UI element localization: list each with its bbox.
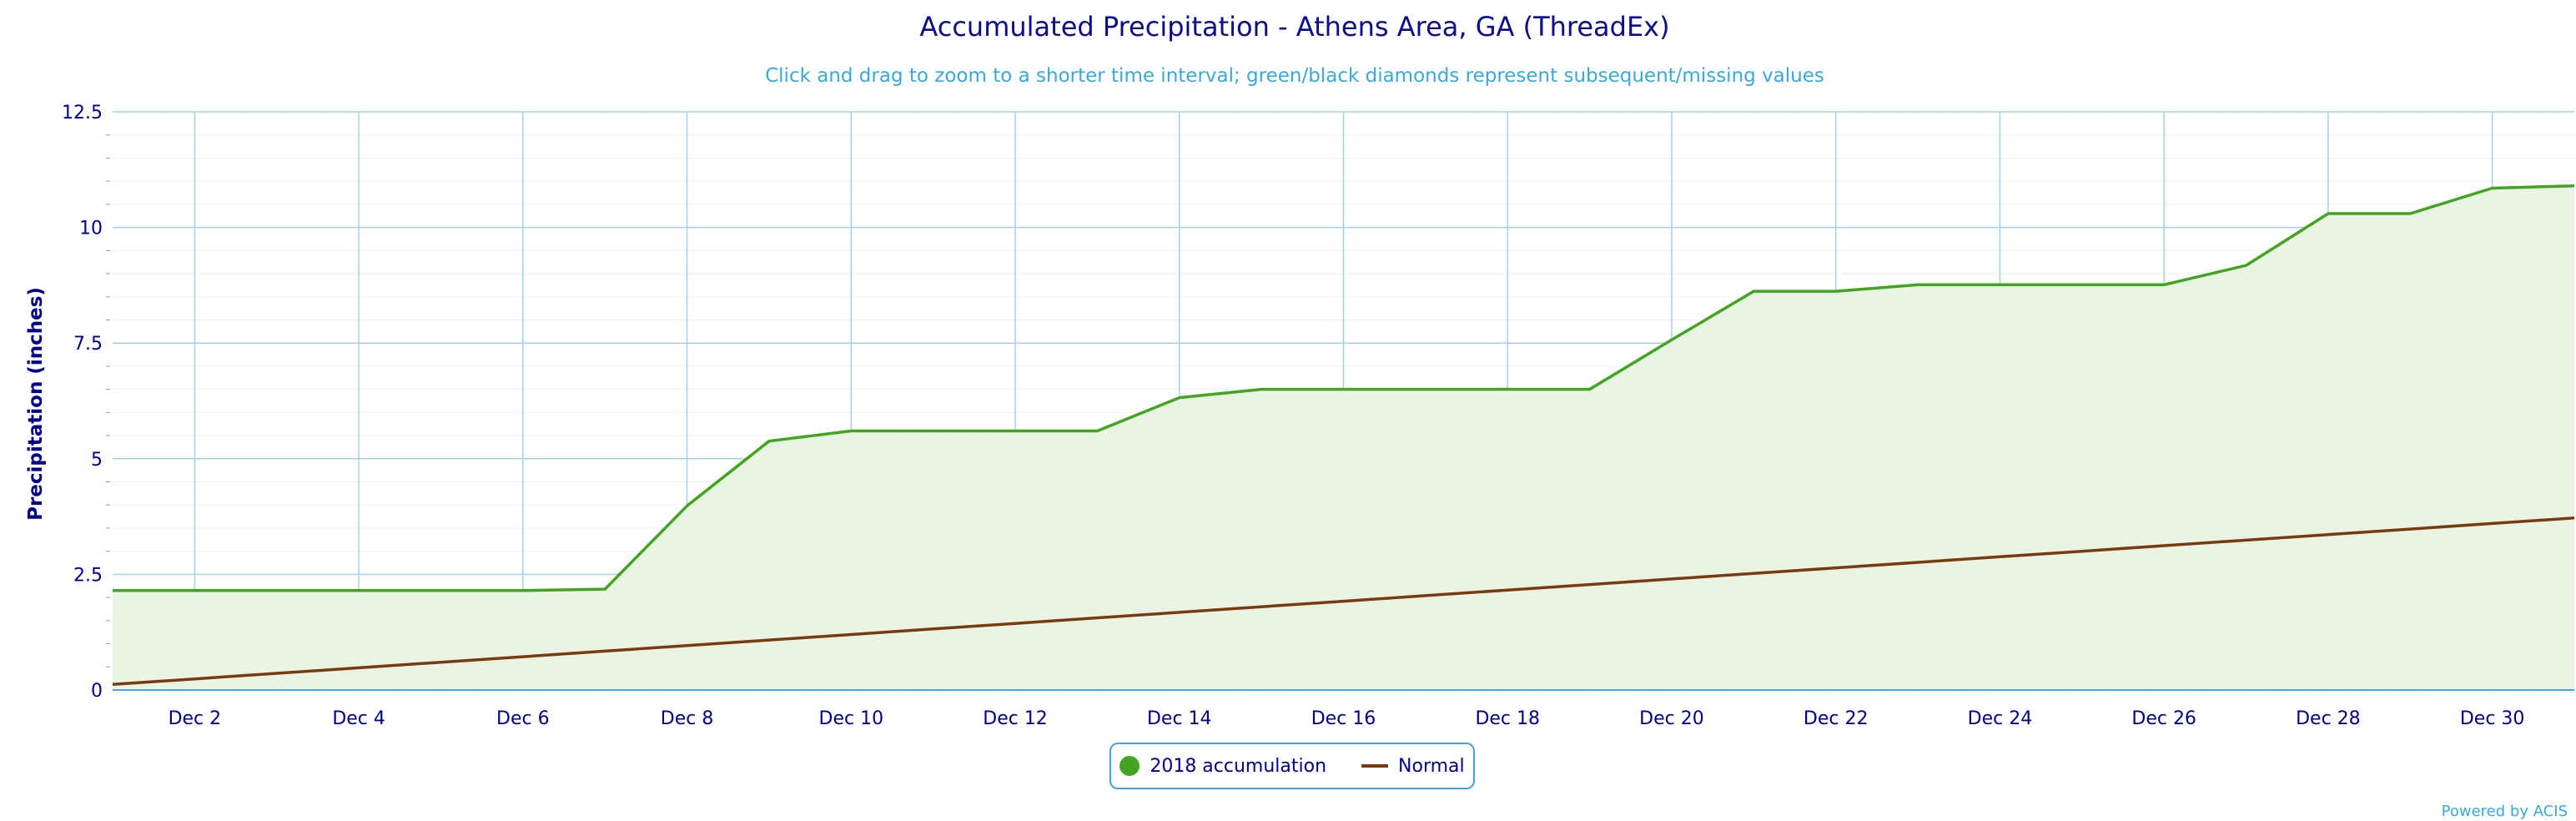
x-tick-label: Dec 6	[496, 708, 550, 729]
normal-point	[848, 631, 854, 637]
accumulation-point	[930, 428, 937, 435]
normal-point	[437, 659, 444, 666]
legend-label-normal: Normal	[1398, 755, 1465, 777]
accumulation-point	[1996, 281, 2003, 288]
x-tick-label: Dec 18	[1475, 708, 1540, 729]
x-tick-label: Dec 28	[2296, 708, 2361, 729]
normal-series-line	[112, 516, 2575, 687]
normal-point	[1914, 559, 1921, 566]
x-tick-label: Dec 14	[1147, 708, 1212, 729]
normal-point	[1012, 620, 1019, 627]
accumulation-point	[848, 428, 854, 435]
accumulation-point	[1750, 288, 1757, 295]
normal-point	[1833, 565, 1839, 572]
x-tick-label: Dec 26	[2131, 708, 2196, 729]
normal-point	[1587, 582, 1593, 588]
x-tick-label: Dec 30	[2460, 708, 2525, 729]
axes: 0 2.5 5 7.5 10 12.5 Dec 2 Dec 4 Dec 6 Dec 8 Dec 10…	[62, 103, 2574, 729]
accumulation-point	[355, 587, 362, 594]
normal-point	[1094, 615, 1100, 622]
x-tick-label: Dec 24	[1968, 708, 2033, 729]
accumulation-point	[520, 587, 526, 594]
accumulation-point	[1012, 428, 1019, 435]
legend-marker-accumulation	[1119, 756, 1140, 776]
accumulation-point	[2325, 210, 2332, 217]
normal-point	[1996, 553, 2003, 560]
y-tick-label: 10	[79, 219, 103, 239]
y-tick-label: 12.5	[62, 103, 103, 123]
accumulation-point	[1668, 336, 1675, 343]
y-tick-label: 5	[91, 450, 103, 471]
accumulation-point	[2161, 281, 2167, 288]
chart-title: Accumulated Precipitation - Athens Area,…	[919, 11, 1669, 43]
normal-point	[601, 647, 608, 654]
x-tick-label: Dec 4	[332, 708, 385, 729]
accumulation-point	[1587, 386, 1593, 393]
y-axis-label: Precipitation (inches)	[25, 287, 47, 521]
normal-point	[766, 637, 772, 643]
normal-point	[2407, 526, 2413, 532]
accumulation-point	[2407, 210, 2413, 217]
legend-item-accumulation[interactable]: 2018 accumulation	[1119, 756, 1326, 777]
accumulation-point	[2079, 281, 2085, 288]
plot-area	[109, 184, 2575, 690]
normal-point	[520, 653, 526, 660]
accumulation-point	[1094, 428, 1100, 435]
normal-point	[2325, 531, 2332, 538]
normal-point	[2243, 536, 2250, 543]
normal-point	[2161, 542, 2167, 549]
x-tick-label: Dec 16	[1311, 708, 1376, 729]
accumulation-point	[1504, 386, 1511, 393]
accumulation-point	[1422, 386, 1429, 393]
credit-link[interactable]: Powered by ACIS	[2442, 803, 2568, 820]
legend: 2018 accumulation Normal	[1109, 743, 1475, 789]
normal-point	[191, 676, 198, 682]
normal-point	[355, 664, 362, 671]
legend-label-accumulation: 2018 accumulation	[1150, 755, 1327, 777]
normal-point	[930, 626, 937, 632]
x-tick-label: Dec 20	[1639, 708, 1704, 729]
accumulation-series-line	[113, 184, 2575, 592]
normal-point	[1422, 592, 1429, 599]
x-tick-label: Dec 8	[661, 708, 714, 729]
normal-point	[109, 681, 116, 688]
normal-point	[1176, 609, 1183, 616]
x-tick-label: Dec 12	[983, 708, 1048, 729]
normal-point	[684, 642, 691, 649]
normal-point	[274, 670, 280, 677]
normal-point	[1668, 576, 1675, 582]
accumulation-point	[437, 587, 444, 594]
x-tick-label: Dec 2	[169, 708, 222, 729]
accumulation-point	[2489, 184, 2496, 191]
normal-point	[1258, 603, 1265, 610]
y-tick-label: 0	[91, 681, 103, 702]
accumulation-point	[2243, 262, 2250, 269]
y-tick-label: 2.5	[73, 565, 103, 586]
accumulation-point	[1258, 386, 1265, 393]
x-tick-label: Dec 22	[1804, 708, 1869, 729]
accumulation-point	[1176, 395, 1183, 401]
normal-point	[2079, 548, 2085, 555]
accumulation-point	[1914, 281, 1921, 288]
y-tick-label: 7.5	[73, 334, 103, 355]
accumulation-point	[1341, 386, 1347, 393]
accumulation-point	[766, 438, 772, 445]
normal-point	[1341, 598, 1347, 605]
legend-item-normal[interactable]: Normal	[1361, 756, 1465, 777]
accumulation-point	[274, 587, 280, 594]
chart-subtitle: Click and drag to zoom to a shorter time…	[765, 65, 1824, 87]
normal-point	[1750, 570, 1757, 577]
accumulation-point	[601, 586, 608, 592]
normal-point	[2489, 520, 2496, 526]
normal-point	[1504, 587, 1511, 593]
accumulation-point	[1833, 288, 1839, 295]
accumulation-point	[684, 502, 691, 509]
accumulation-area-fill	[113, 185, 2574, 690]
legend-marker-normal	[1361, 764, 1389, 768]
accumulation-point	[191, 587, 198, 594]
accumulation-point	[109, 587, 116, 594]
x-tick-label: Dec 10	[819, 708, 884, 729]
